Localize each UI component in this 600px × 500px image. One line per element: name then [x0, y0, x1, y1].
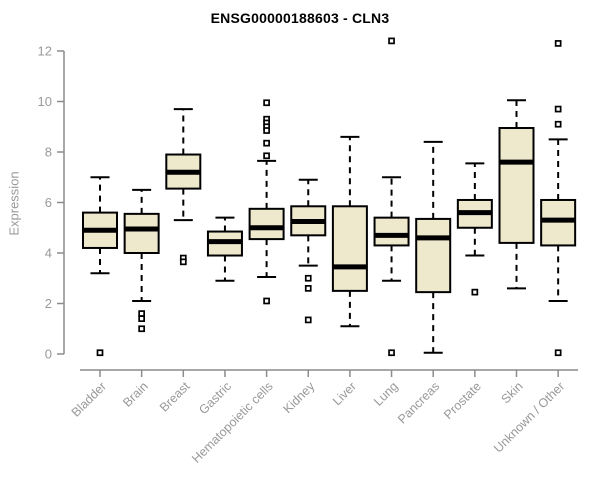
y-tick-label: 6 — [45, 195, 52, 210]
iqr-box — [373, 216, 410, 247]
outlier-point — [263, 99, 270, 107]
outlier-point — [304, 316, 312, 324]
outlier-point — [304, 274, 312, 282]
x-tick-label: Prostate — [441, 379, 484, 422]
outlier-point — [554, 105, 562, 113]
y-tick-label: 10 — [38, 94, 52, 109]
outlier-point — [263, 297, 270, 305]
boxplot-hematopoietic-cells — [248, 99, 285, 305]
y-tick-label: 0 — [45, 347, 52, 362]
outlier-point — [138, 315, 145, 322]
iqr-box — [498, 127, 535, 244]
x-tick-label: Gastric — [196, 379, 234, 417]
x-tick-label: Pancreas — [395, 379, 442, 426]
outlier-point — [554, 40, 562, 47]
chart-title: ENSG00000188603 - CLN3 — [210, 10, 390, 26]
outlier-point — [388, 349, 395, 357]
y-tick-label: 2 — [45, 296, 52, 311]
boxplot-breast — [165, 108, 202, 266]
x-tick-label: Unknown / Other — [491, 379, 567, 455]
iqr-box — [248, 207, 285, 241]
x-tick-label: Skin — [499, 379, 526, 406]
y-tick-label: 4 — [45, 246, 52, 261]
iqr-box — [331, 205, 368, 292]
outlier-point — [96, 349, 104, 357]
x-tick-label: Kidney — [280, 379, 317, 416]
outlier-point — [388, 37, 395, 45]
x-tick-label: Breast — [157, 379, 193, 415]
x-tick-label: Bladder — [69, 379, 109, 419]
iqr-box — [540, 198, 577, 247]
outlier-point — [554, 349, 562, 357]
boxplot-kidney — [290, 178, 327, 324]
y-tick-label: 8 — [45, 145, 52, 160]
outlier-point — [554, 120, 562, 128]
outlier-point — [179, 258, 187, 266]
iqr-box — [415, 217, 452, 294]
boxplot-prostate — [456, 162, 493, 296]
boxplot-lung — [373, 37, 410, 357]
boxplot-bladder — [82, 176, 118, 357]
boxplot-gastric — [206, 216, 243, 282]
outlier-point — [471, 288, 479, 296]
x-tick-label: Brain — [120, 379, 151, 410]
boxplot-brain — [123, 188, 160, 333]
outlier-point — [138, 325, 145, 333]
x-tick-label: Lung — [371, 379, 401, 409]
y-tick-label: 12 — [38, 44, 52, 59]
x-tick-label: Liver — [330, 379, 359, 408]
outlier-point — [304, 285, 312, 292]
boxplot-unknown-other — [540, 40, 577, 357]
outlier-point — [263, 127, 270, 134]
boxplot-pancreas — [415, 140, 452, 354]
iqr-box — [123, 212, 160, 255]
boxplot-skin — [498, 99, 535, 290]
outlier-point — [263, 139, 270, 147]
x-tick-label: Hematopoietic cells — [189, 379, 276, 466]
outlier-point — [263, 152, 270, 160]
boxplot-liver — [331, 135, 368, 328]
